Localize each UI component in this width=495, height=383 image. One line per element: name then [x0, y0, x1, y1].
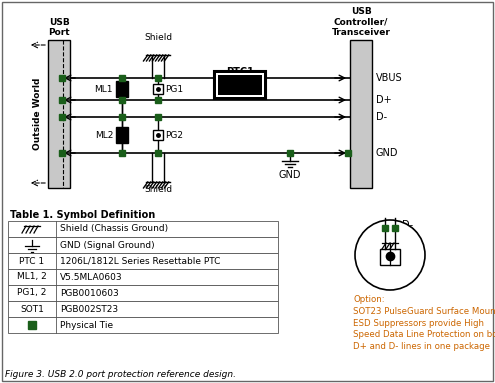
- Text: GND (Signal Ground): GND (Signal Ground): [60, 241, 154, 249]
- Text: Shield (Chassis Ground): Shield (Chassis Ground): [60, 224, 168, 234]
- Bar: [153, 84, 163, 94]
- Bar: [8, 221, 278, 237]
- Bar: [350, 40, 372, 188]
- Text: PTC 1: PTC 1: [19, 257, 45, 265]
- Text: ML2: ML2: [95, 131, 113, 139]
- Bar: [218, 75, 262, 95]
- Text: SOT1: SOT1: [395, 254, 419, 264]
- Text: PGB002ST23: PGB002ST23: [60, 304, 118, 314]
- Bar: [8, 269, 278, 285]
- Text: V5.5MLA0603: V5.5MLA0603: [60, 272, 123, 282]
- Text: D+: D+: [402, 227, 418, 237]
- Text: PTC1: PTC1: [226, 67, 254, 77]
- Bar: [8, 285, 278, 301]
- Text: PG1, 2: PG1, 2: [17, 288, 47, 298]
- Text: D+: D+: [376, 95, 392, 105]
- Text: Shield: Shield: [144, 33, 172, 42]
- Text: USB
Port: USB Port: [48, 18, 70, 37]
- Text: Figure 3. USB 2.0 port protection reference design.: Figure 3. USB 2.0 port protection refere…: [5, 370, 236, 379]
- Text: D-: D-: [402, 220, 413, 230]
- Text: GND: GND: [376, 148, 398, 158]
- Text: PG2: PG2: [165, 131, 183, 139]
- Text: Table 1. Symbol Definition: Table 1. Symbol Definition: [10, 210, 155, 220]
- Text: Shield: Shield: [144, 185, 172, 194]
- Bar: [8, 317, 278, 333]
- Text: Outside World: Outside World: [34, 78, 43, 150]
- Text: GND: GND: [279, 170, 301, 180]
- Bar: [8, 237, 278, 253]
- Circle shape: [355, 220, 425, 290]
- Text: PGB0010603: PGB0010603: [60, 288, 119, 298]
- Text: D-: D-: [376, 112, 387, 122]
- Text: PG1: PG1: [165, 85, 183, 93]
- Bar: [214, 71, 266, 99]
- Bar: [48, 40, 70, 188]
- Bar: [153, 130, 163, 140]
- Text: Physical Tie: Physical Tie: [60, 321, 113, 329]
- Text: Option:
SOT23 PulseGuard Surface Mount
ESD Suppressors provide High
Speed Data L: Option: SOT23 PulseGuard Surface Mount E…: [353, 295, 495, 351]
- Text: 1206L/1812L Series Resettable PTC: 1206L/1812L Series Resettable PTC: [60, 257, 220, 265]
- Text: SOT1: SOT1: [20, 304, 44, 314]
- Text: USB
Controller/
Transceiver: USB Controller/ Transceiver: [332, 7, 391, 37]
- Bar: [380, 249, 400, 265]
- Bar: [116, 127, 128, 143]
- Bar: [8, 253, 278, 269]
- Bar: [8, 301, 278, 317]
- Bar: [216, 73, 264, 97]
- Text: ML1: ML1: [95, 85, 113, 93]
- Text: VBUS: VBUS: [376, 73, 402, 83]
- Text: ML1, 2: ML1, 2: [17, 272, 47, 282]
- Bar: [116, 81, 128, 97]
